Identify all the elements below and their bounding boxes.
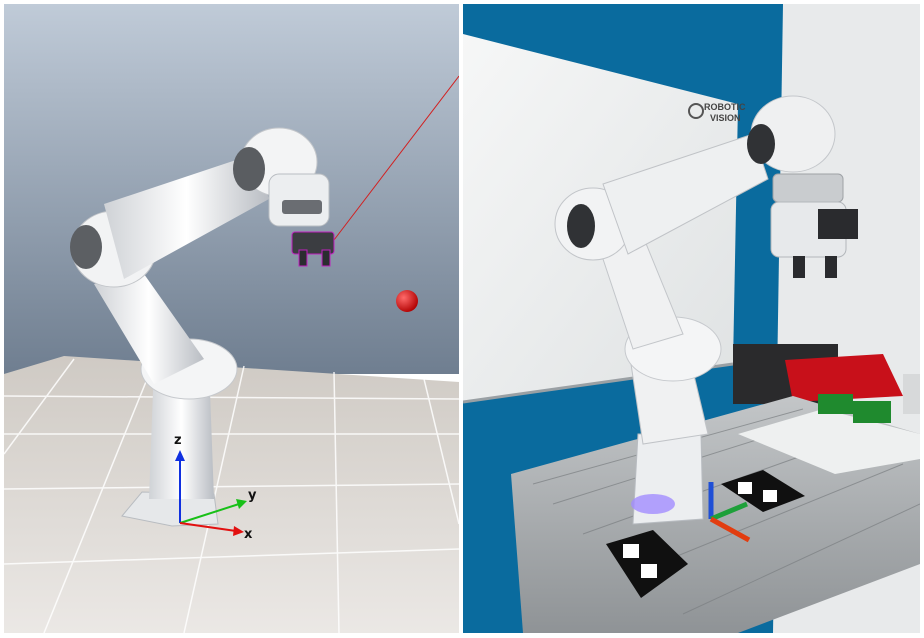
target-sphere xyxy=(396,290,418,312)
simulation-render-panel: z y x xyxy=(4,4,459,633)
x-axis-label: x xyxy=(244,527,253,542)
world-axes: z y x xyxy=(174,433,257,542)
robotic-vision-logo: ROBOTIC VISION xyxy=(688,102,746,123)
robot-arm-sim xyxy=(70,127,335,527)
green-block-2 xyxy=(853,401,891,423)
green-block-1 xyxy=(818,394,853,414)
aruco-marker-1 xyxy=(721,470,805,512)
calibration-axes xyxy=(708,482,751,543)
z-axis-label: z xyxy=(174,433,182,448)
red-bin xyxy=(785,354,903,402)
simulation-scene: z y x xyxy=(4,4,459,633)
logo-text-line1: ROBOTIC xyxy=(704,102,746,112)
tiled-floor xyxy=(4,356,459,633)
aruco-marker-2 xyxy=(606,530,688,598)
robot-arm-real xyxy=(554,95,858,525)
logo-text-line2: VISION xyxy=(710,113,741,123)
photo-scene: ROBOTIC VISION xyxy=(463,4,920,633)
raycast-line xyxy=(333,75,459,241)
y-axis-label: y xyxy=(248,488,257,503)
real-robot-photo-panel: ROBOTIC VISION xyxy=(463,4,920,633)
white-plate xyxy=(738,409,920,474)
